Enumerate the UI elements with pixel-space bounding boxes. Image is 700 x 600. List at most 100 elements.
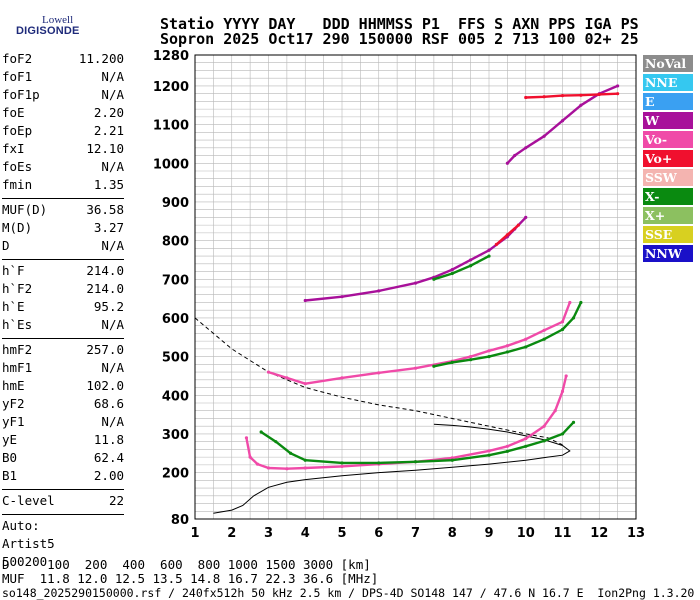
x-tick-label: 2 xyxy=(227,526,236,541)
param-name: foEp xyxy=(2,123,33,138)
echo-point xyxy=(560,432,565,436)
param-row-hes: h`Es N/A xyxy=(2,316,124,334)
param-name: foF1p xyxy=(2,87,40,102)
param-value: 11.200 xyxy=(78,51,124,66)
echo-point xyxy=(542,328,546,332)
param-name: foF2 xyxy=(2,51,33,66)
echo-point xyxy=(560,327,565,332)
param-value: N/A xyxy=(101,317,124,332)
artist-code: 500200 xyxy=(2,554,48,569)
legend-item-vo-: Vo+ xyxy=(643,150,693,167)
param-value: 11.8 xyxy=(93,432,124,447)
param-group-c-level: C-level 22 xyxy=(2,492,124,510)
echo-point xyxy=(494,242,498,247)
echo-point xyxy=(524,436,528,441)
x-tick-label: 1 xyxy=(190,526,199,541)
echo-point xyxy=(524,95,528,100)
x-tick-label: 5 xyxy=(337,526,346,541)
param-name: h`Es xyxy=(2,317,33,332)
param-divider xyxy=(2,338,124,339)
echo-point xyxy=(516,223,521,227)
echo-point xyxy=(487,453,491,457)
param-value: 22 xyxy=(108,493,124,508)
param-row-yf1: yF1 N/A xyxy=(2,413,124,431)
echo-point xyxy=(340,464,344,469)
param-row-hmf2: hmF2 257.0 xyxy=(2,341,124,359)
echo-trace xyxy=(433,255,490,281)
param-value: N/A xyxy=(101,238,124,253)
echo-point xyxy=(524,215,528,219)
echo-point xyxy=(568,300,572,305)
echo-point xyxy=(487,355,491,359)
echo-point xyxy=(505,161,509,165)
plot-frame xyxy=(194,54,637,520)
param-group-profile: hmF2 257.0 hmF1 N/A hmE 102.0 yF2 68.6 yF1 N/A yE 1… xyxy=(2,341,124,485)
echo-point xyxy=(266,466,271,470)
param-value: 257.0 xyxy=(86,342,124,357)
param-value: N/A xyxy=(101,414,124,429)
logo-lowell-text: Lowell xyxy=(42,14,74,26)
echo-point xyxy=(450,268,454,272)
param-value: 2.20 xyxy=(93,105,124,120)
param-name: hmE xyxy=(2,378,25,393)
echo-point xyxy=(487,254,491,258)
param-row-foep: foEp 2.21 xyxy=(2,122,124,140)
echo-point xyxy=(560,389,565,393)
echo-point xyxy=(259,430,263,434)
param-value: 62.4 xyxy=(93,450,124,465)
echo-point xyxy=(524,444,528,448)
param-name: fxI xyxy=(2,141,25,156)
echo-point xyxy=(377,371,381,375)
echo-point xyxy=(505,350,509,354)
echo-point xyxy=(248,455,252,459)
param-row-ye: yE 11.8 xyxy=(2,431,124,449)
param-group-virtual-heights: h`F 214.0 h`F2 214.0 h`E 95.2 h`Es N/A xyxy=(2,262,124,334)
echo-point xyxy=(487,248,491,252)
echo-point xyxy=(564,374,568,378)
x-tick-label: 7 xyxy=(411,526,420,541)
y-tick-label: 1200 xyxy=(153,80,189,95)
param-value: N/A xyxy=(101,360,124,375)
scaled-parameters-panel: foF2 11.200 foF1 N/A foF1p N/A foE 2.20 foEp 2.21… xyxy=(2,50,124,571)
param-value: N/A xyxy=(101,159,124,174)
echo-point xyxy=(377,289,381,293)
param-name: M(D) xyxy=(2,220,33,235)
echo-point xyxy=(285,467,289,471)
echo-point xyxy=(571,316,576,320)
param-value: N/A xyxy=(101,69,124,84)
param-value: 68.6 xyxy=(93,396,124,411)
echo-point xyxy=(450,456,454,460)
param-name: h`E xyxy=(2,299,25,314)
echo-point xyxy=(303,298,307,303)
legend-item-ssw: SSW xyxy=(643,169,693,186)
echo-point xyxy=(542,337,546,341)
echo-point xyxy=(542,424,546,428)
legend-item-sse: SSE xyxy=(643,226,693,243)
param-value: 95.2 xyxy=(93,299,124,314)
y-tick-label: 200 xyxy=(162,467,189,482)
param-name: hmF2 xyxy=(2,342,33,357)
echo-trace xyxy=(433,301,582,368)
legend-item-x-: X- xyxy=(643,188,693,205)
param-row-hf2: h`F2 214.0 xyxy=(2,280,124,298)
echo-point xyxy=(505,444,509,448)
echo-point xyxy=(524,345,528,349)
param-name: foE xyxy=(2,105,25,120)
echo-point xyxy=(340,295,344,299)
x-tick-label: 11 xyxy=(553,526,571,541)
y-tick-label: 900 xyxy=(162,196,189,211)
legend-item-x-: X+ xyxy=(643,207,693,224)
x-tick-label: 3 xyxy=(264,526,273,541)
param-row-fof1p: foF1p N/A xyxy=(2,86,124,104)
echo-point xyxy=(469,355,473,359)
param-row-foes: foEs N/A xyxy=(2,158,124,176)
param-name: MUF(D) xyxy=(2,202,48,217)
echo-point xyxy=(524,146,528,150)
param-name: fmin xyxy=(2,177,33,192)
echo-point xyxy=(560,94,565,98)
echo-trace xyxy=(525,92,618,99)
param-value: 1.35 xyxy=(93,177,124,192)
echo-trace xyxy=(260,421,575,465)
legend-item-noval: NoVal xyxy=(643,55,693,72)
